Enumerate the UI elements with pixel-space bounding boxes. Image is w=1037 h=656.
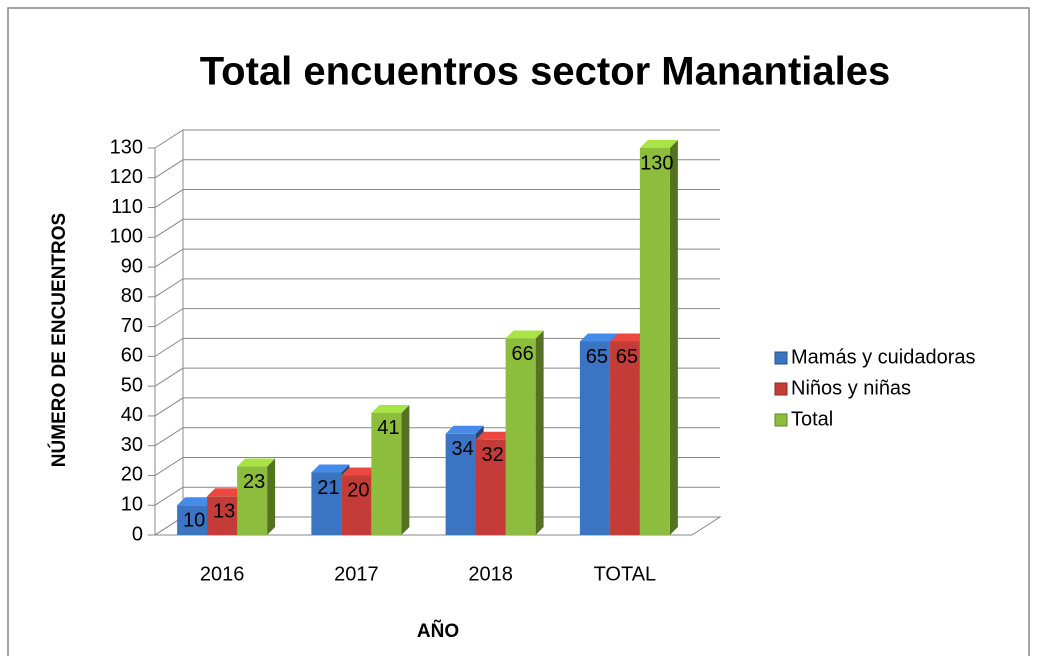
legend-label: Niños y niñas <box>791 377 911 399</box>
y-tick-label: 110 <box>111 196 143 218</box>
y-tick-label: 40 <box>121 404 143 426</box>
value-label: 66 <box>512 343 534 365</box>
bar-top <box>505 330 544 339</box>
bar-front <box>505 338 536 535</box>
value-label: 20 <box>347 480 369 502</box>
grid-line <box>154 189 720 208</box>
y-tick-label: 10 <box>121 494 143 516</box>
bar-front <box>639 148 670 535</box>
y-tick-label: 70 <box>121 315 143 337</box>
bar-front <box>177 505 208 535</box>
value-label: 23 <box>243 471 265 493</box>
bar-front <box>207 496 238 535</box>
y-tick-label: 90 <box>121 255 143 277</box>
grid-line <box>154 159 720 179</box>
bar-top <box>445 425 484 434</box>
value-label: 13 <box>213 501 235 523</box>
bar <box>639 140 678 535</box>
value-label: 32 <box>482 444 504 466</box>
bar-top <box>475 431 514 440</box>
x-tick-label: TOTAL <box>594 563 657 585</box>
bar-side <box>267 458 276 535</box>
x-axis-label: AÑO <box>417 620 459 642</box>
bar-front <box>311 472 342 535</box>
legend-swatch <box>774 382 788 396</box>
grid-line <box>154 308 720 328</box>
bar-front <box>237 466 268 535</box>
y-tick-label: 20 <box>121 464 143 486</box>
bar-front <box>341 475 372 535</box>
bar <box>371 404 410 535</box>
bar-top <box>639 140 678 148</box>
y-tick-label: 80 <box>121 285 143 307</box>
x-tick-label: 2018 <box>468 563 513 585</box>
grid-line <box>154 129 720 149</box>
value-label: 34 <box>452 438 474 460</box>
y-tick-label: 0 <box>132 523 143 545</box>
value-label: 21 <box>317 477 339 499</box>
x-tick-label: 2016 <box>200 563 245 585</box>
bar-top <box>237 458 276 467</box>
y-tick-label: 120 <box>110 166 143 188</box>
value-label: 65 <box>586 346 608 368</box>
value-label: 10 <box>183 510 205 532</box>
bar-top <box>177 497 216 506</box>
bar-top <box>311 464 350 473</box>
legend-label: Mamás y cuidadoras <box>791 346 976 368</box>
bar-front <box>609 341 640 535</box>
bar-side <box>669 140 678 535</box>
grid-line <box>154 248 720 268</box>
value-label: 41 <box>377 417 399 439</box>
bar-front <box>475 439 506 535</box>
bar-front <box>445 433 476 535</box>
legend-swatch <box>774 413 788 427</box>
value-label: 65 <box>616 346 638 368</box>
bar-front <box>371 412 402 535</box>
legend-swatch <box>774 351 788 365</box>
bar-top <box>207 488 246 497</box>
bar-top <box>341 467 380 476</box>
x-tick-label: 2017 <box>334 563 379 585</box>
bar <box>445 425 484 535</box>
bar-top <box>609 333 648 342</box>
legend-label: Total <box>791 408 833 430</box>
bar-front <box>579 341 610 535</box>
y-tick-label: 30 <box>121 434 143 456</box>
y-axis-label: NÚMERO DE ENCUENTROS <box>48 213 70 467</box>
grid-line <box>154 218 720 238</box>
bar-top <box>579 333 618 342</box>
y-tick-label: 50 <box>121 374 143 396</box>
y-tick-label: 60 <box>121 345 143 367</box>
y-tick-label: 130 <box>110 136 143 158</box>
bar <box>505 330 544 535</box>
bar <box>237 458 276 535</box>
bar-top <box>371 404 410 413</box>
bar-side <box>401 404 410 535</box>
chart-title: Total encuentros sector Manantiales <box>200 50 891 94</box>
value-label: 130 <box>640 152 673 174</box>
bar-side <box>535 330 544 535</box>
y-tick-label: 100 <box>110 226 143 248</box>
grid-line <box>154 278 720 298</box>
